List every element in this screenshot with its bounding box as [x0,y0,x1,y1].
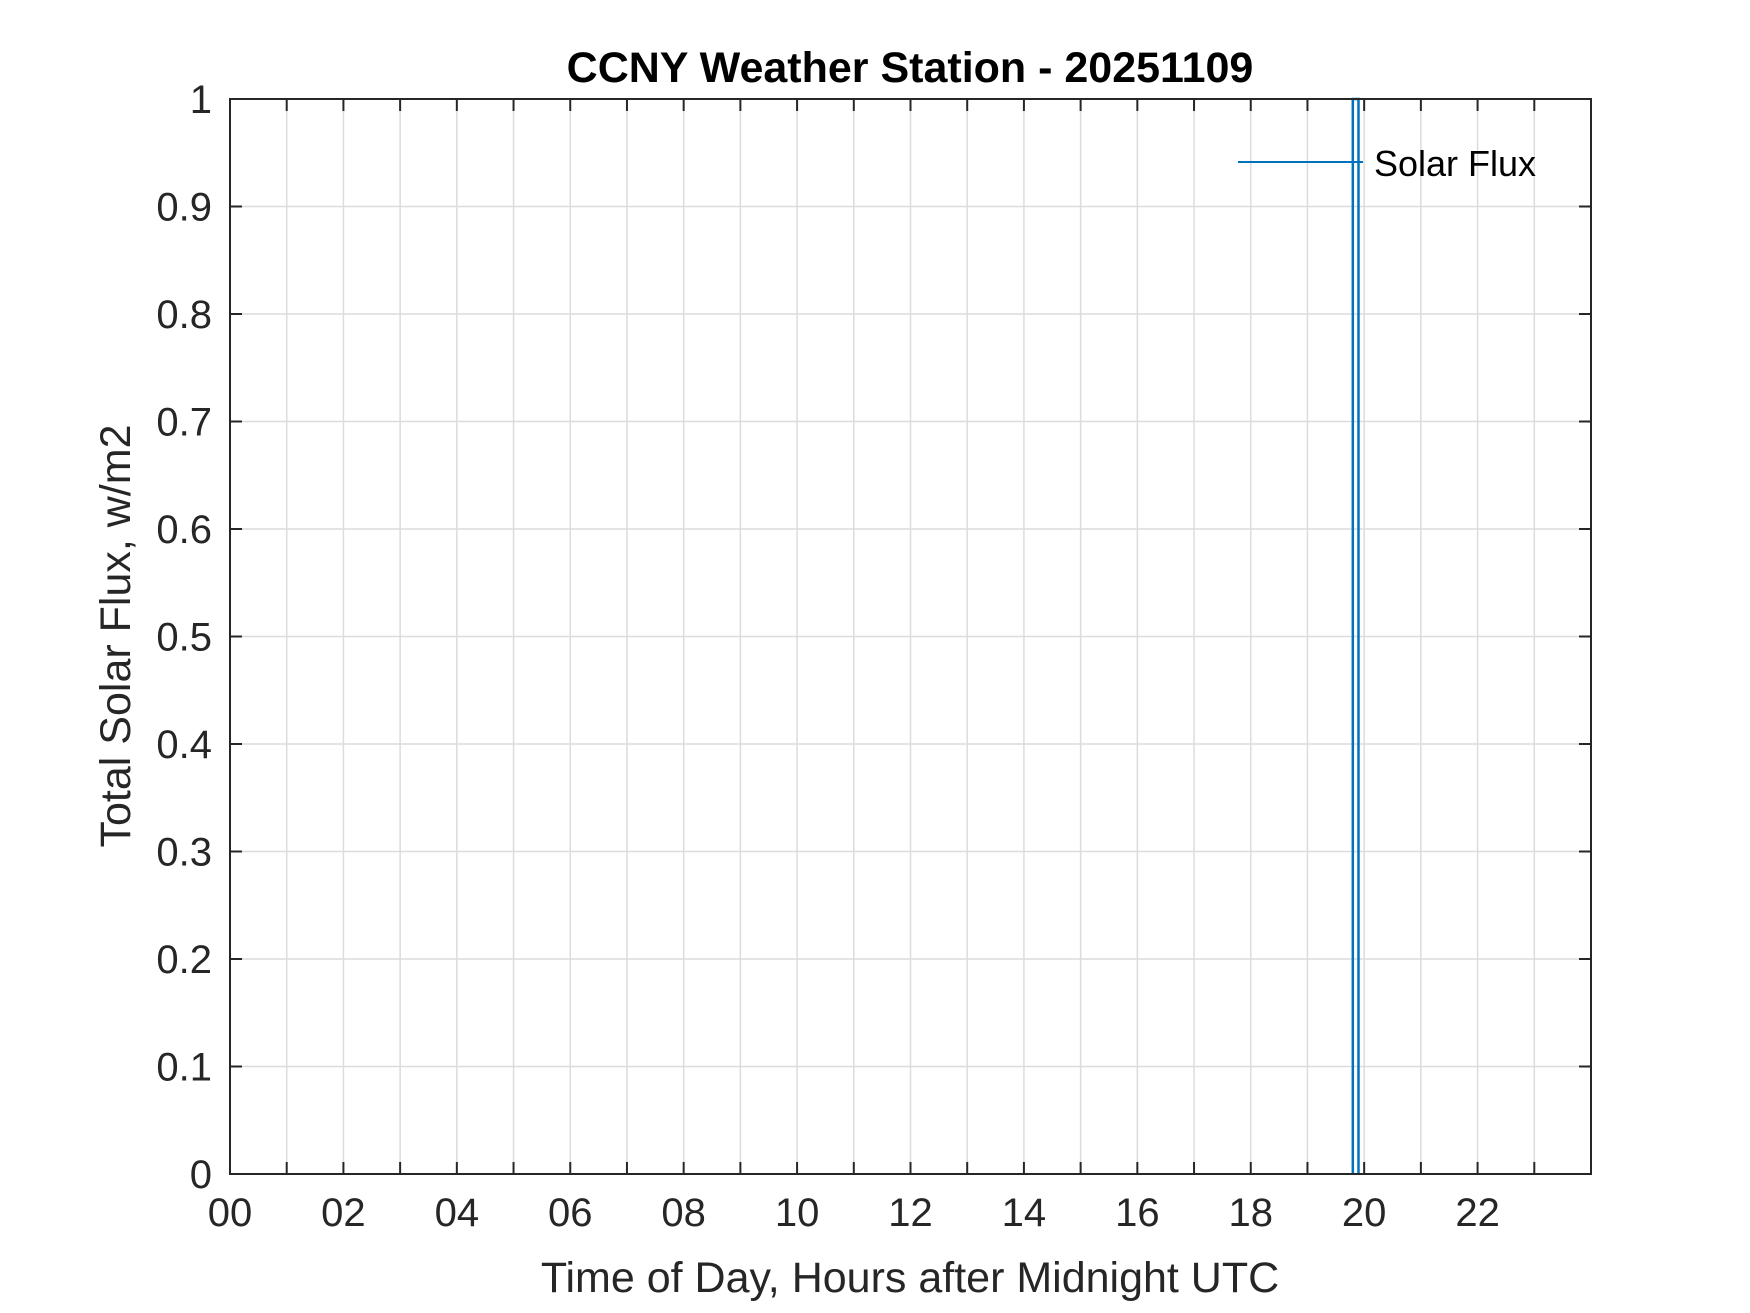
y-tick-label: 0.2 [156,938,212,982]
x-tick-label: 22 [1455,1191,1500,1235]
y-axis-label: Total Solar Flux, w/m2 [92,425,140,848]
x-tick-label: 06 [548,1191,593,1235]
y-tick-label: 0 [190,1153,212,1197]
y-tick-label: 0.6 [156,508,212,552]
y-tick-label: 1 [190,78,212,122]
y-tick-label: 0.1 [156,1046,212,1090]
chart-title: CCNY Weather Station - 20251109 [567,44,1254,92]
x-tick-label: 20 [1342,1191,1387,1235]
legend: Solar Flux [1238,143,1536,184]
y-tick-label: 0.5 [156,616,212,660]
axes-box [229,98,1592,1175]
y-tick-label: 0.4 [156,723,212,767]
x-tick-label: 14 [1002,1191,1047,1235]
y-tick-label: 0.8 [156,293,212,337]
x-tick-label: 04 [435,1191,480,1235]
x-tick-label: 10 [775,1191,820,1235]
axis-ticks [229,98,1591,1175]
x-tick-label: 16 [1115,1191,1160,1235]
x-tick-label: 18 [1229,1191,1274,1235]
x-tick-label: 02 [321,1191,366,1235]
tick-labels: 00 02 04 06 08 10 12 14 16 18 20 22 0 0.1 0.2 0.3 0.4 0.5… [156,78,1499,1235]
x-axis-label: Time of Day, Hours after Midnight UTC [541,1254,1279,1302]
y-tick-label: 0.3 [156,831,212,875]
y-tick-label: 0.9 [156,186,212,230]
x-tick-label: 08 [661,1191,706,1235]
legend-label-solar-flux: Solar Flux [1374,143,1536,184]
x-tick-label: 12 [888,1191,933,1235]
x-tick-label: 00 [208,1191,253,1235]
y-tick-label: 0.7 [156,401,212,445]
